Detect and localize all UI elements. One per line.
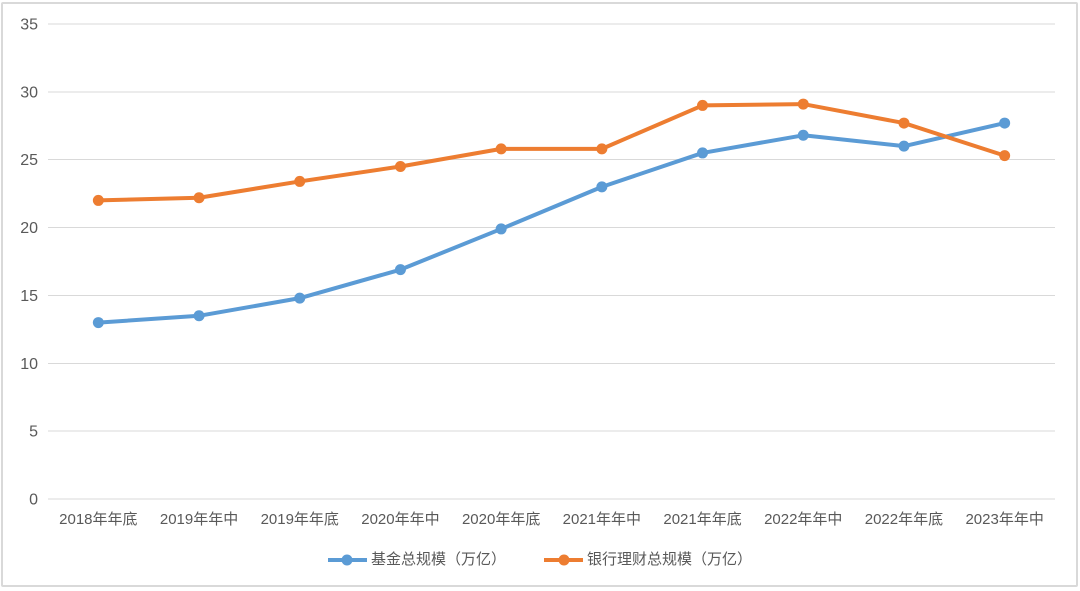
data-point-marker <box>697 99 709 111</box>
data-point-marker <box>697 147 709 159</box>
data-point-marker <box>596 181 608 193</box>
data-point-marker <box>394 264 406 276</box>
y-axis-tick-label: 25 <box>20 152 38 169</box>
data-point-marker <box>294 175 306 187</box>
x-axis-tick-label: 2023年年中 <box>965 511 1043 528</box>
series-line-bank-wealth-total <box>96 102 1007 203</box>
data-point-marker <box>999 117 1011 129</box>
data-point-marker <box>394 161 406 172</box>
x-axis-tick-label: 2019年年底 <box>261 511 339 528</box>
x-axis-tick-label: 2019年年中 <box>160 511 238 528</box>
data-point-marker <box>797 129 809 141</box>
x-axis-tick-label: 2021年年底 <box>663 511 741 528</box>
data-point-marker <box>92 317 104 329</box>
x-axis-tick-label: 2020年年中 <box>361 511 439 528</box>
data-point-marker <box>898 140 910 152</box>
chart-legend: 基金总规模（万亿） 银行理财总规模（万亿） <box>0 551 1080 569</box>
x-axis-tick-label: 2021年年中 <box>563 511 641 528</box>
data-point-marker <box>193 310 205 322</box>
x-axis-tick-label: 2020年年底 <box>462 511 540 528</box>
series-line-fund-total <box>96 121 1007 325</box>
x-axis-tick-label: 2022年年底 <box>865 511 943 528</box>
data-point-marker <box>596 143 608 155</box>
data-point-marker <box>495 223 507 235</box>
line-chart-canvas: 0 5 10 15 20 25 30 35 2018年年底 2019年年中 2019年年底 2020年… <box>20 17 1055 528</box>
data-point-marker <box>294 292 306 304</box>
data-point-marker <box>495 143 507 155</box>
y-axis-tick-label: 10 <box>20 356 38 373</box>
legend-label-bank-wealth-total: 银行理财总规模（万亿） <box>587 551 753 568</box>
y-axis-tick-label: 15 <box>20 288 38 305</box>
x-axis-tick-label: 2022年年中 <box>764 511 842 528</box>
legend-line-dot-icon <box>544 558 583 562</box>
legend-label-fund-total: 基金总规模（万亿） <box>370 551 506 568</box>
legend-item-bank-wealth-total[interactable]: 银行理财总规模（万亿） <box>544 551 752 569</box>
data-point-marker <box>999 150 1011 162</box>
y-axis-tick-label: 5 <box>29 424 38 441</box>
data-point-marker <box>92 194 104 206</box>
y-axis-tick-label: 35 <box>20 17 38 34</box>
x-axis-tick-label: 2018年年底 <box>59 511 137 528</box>
data-point-marker <box>898 117 910 129</box>
data-point-marker <box>193 192 205 204</box>
y-axis-tick-label: 30 <box>20 84 38 101</box>
y-axis-tick-label: 20 <box>20 220 38 237</box>
legend-line-dot-icon <box>327 558 367 562</box>
data-point-marker <box>797 98 809 110</box>
legend-item-fund-total[interactable]: 基金总规模（万亿） <box>327 551 506 569</box>
y-axis-tick-label: 0 <box>29 492 38 509</box>
